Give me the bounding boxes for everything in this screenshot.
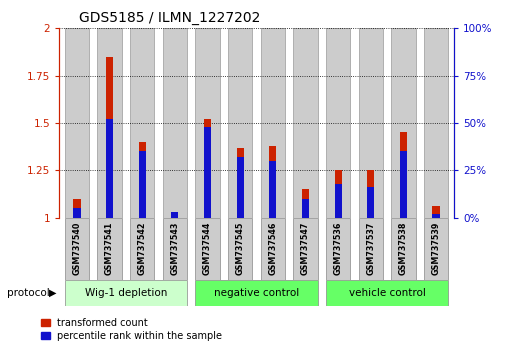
Legend: transformed count, percentile rank within the sample: transformed count, percentile rank withi… [41,318,222,341]
Bar [367,187,374,218]
Bar [334,184,342,218]
Bar [204,127,211,218]
Bar [236,148,244,218]
Bar [326,218,350,280]
Bar [261,218,285,280]
Bar [367,170,374,218]
Bar [65,28,89,218]
Bar [424,218,448,280]
Bar [106,119,113,218]
Bar [293,218,318,280]
Bar [269,161,277,218]
Bar [139,142,146,218]
Bar [163,218,187,280]
Text: GSM737541: GSM737541 [105,222,114,275]
Text: GSM737543: GSM737543 [170,222,180,275]
Bar [73,199,81,218]
Bar [97,218,122,280]
Text: negative control: negative control [214,288,299,298]
Text: GSM737546: GSM737546 [268,222,278,275]
Text: GSM737542: GSM737542 [138,222,147,275]
Bar [293,28,318,218]
Text: GSM737538: GSM737538 [399,222,408,275]
Bar [326,28,350,218]
Text: ▶: ▶ [49,288,56,298]
Bar [130,218,154,280]
Text: vehicle control: vehicle control [349,288,425,298]
Bar [171,214,179,218]
Bar [261,28,285,218]
Bar [236,157,244,218]
Bar [195,28,220,218]
Bar [432,214,440,218]
Bar [432,206,440,218]
Bar [391,28,416,218]
Bar [326,280,448,306]
Bar [73,208,81,218]
Bar [65,280,187,306]
Text: Wig-1 depletion: Wig-1 depletion [85,288,167,298]
Bar [106,57,113,218]
Bar [130,28,154,218]
Bar [65,218,89,280]
Bar [391,218,416,280]
Bar [359,218,383,280]
Bar [400,152,407,218]
Bar [400,132,407,218]
Bar [195,218,220,280]
Text: GDS5185 / ILMN_1227202: GDS5185 / ILMN_1227202 [79,11,260,24]
Bar [204,119,211,218]
Text: GSM737537: GSM737537 [366,222,375,275]
Bar [334,170,342,218]
Bar [195,280,318,306]
Bar [97,28,122,218]
Bar [302,199,309,218]
Text: GSM737544: GSM737544 [203,222,212,275]
Bar [139,152,146,218]
Bar [302,189,309,218]
Bar [228,28,252,218]
Bar [359,28,383,218]
Bar [228,218,252,280]
Bar [163,28,187,218]
Bar [269,146,277,218]
Bar [424,28,448,218]
Text: protocol: protocol [7,288,49,298]
Text: GSM737547: GSM737547 [301,222,310,275]
Text: GSM737545: GSM737545 [235,222,245,275]
Text: GSM737539: GSM737539 [431,222,441,275]
Text: GSM737540: GSM737540 [72,222,82,275]
Bar [171,212,179,218]
Text: GSM737536: GSM737536 [333,222,343,275]
